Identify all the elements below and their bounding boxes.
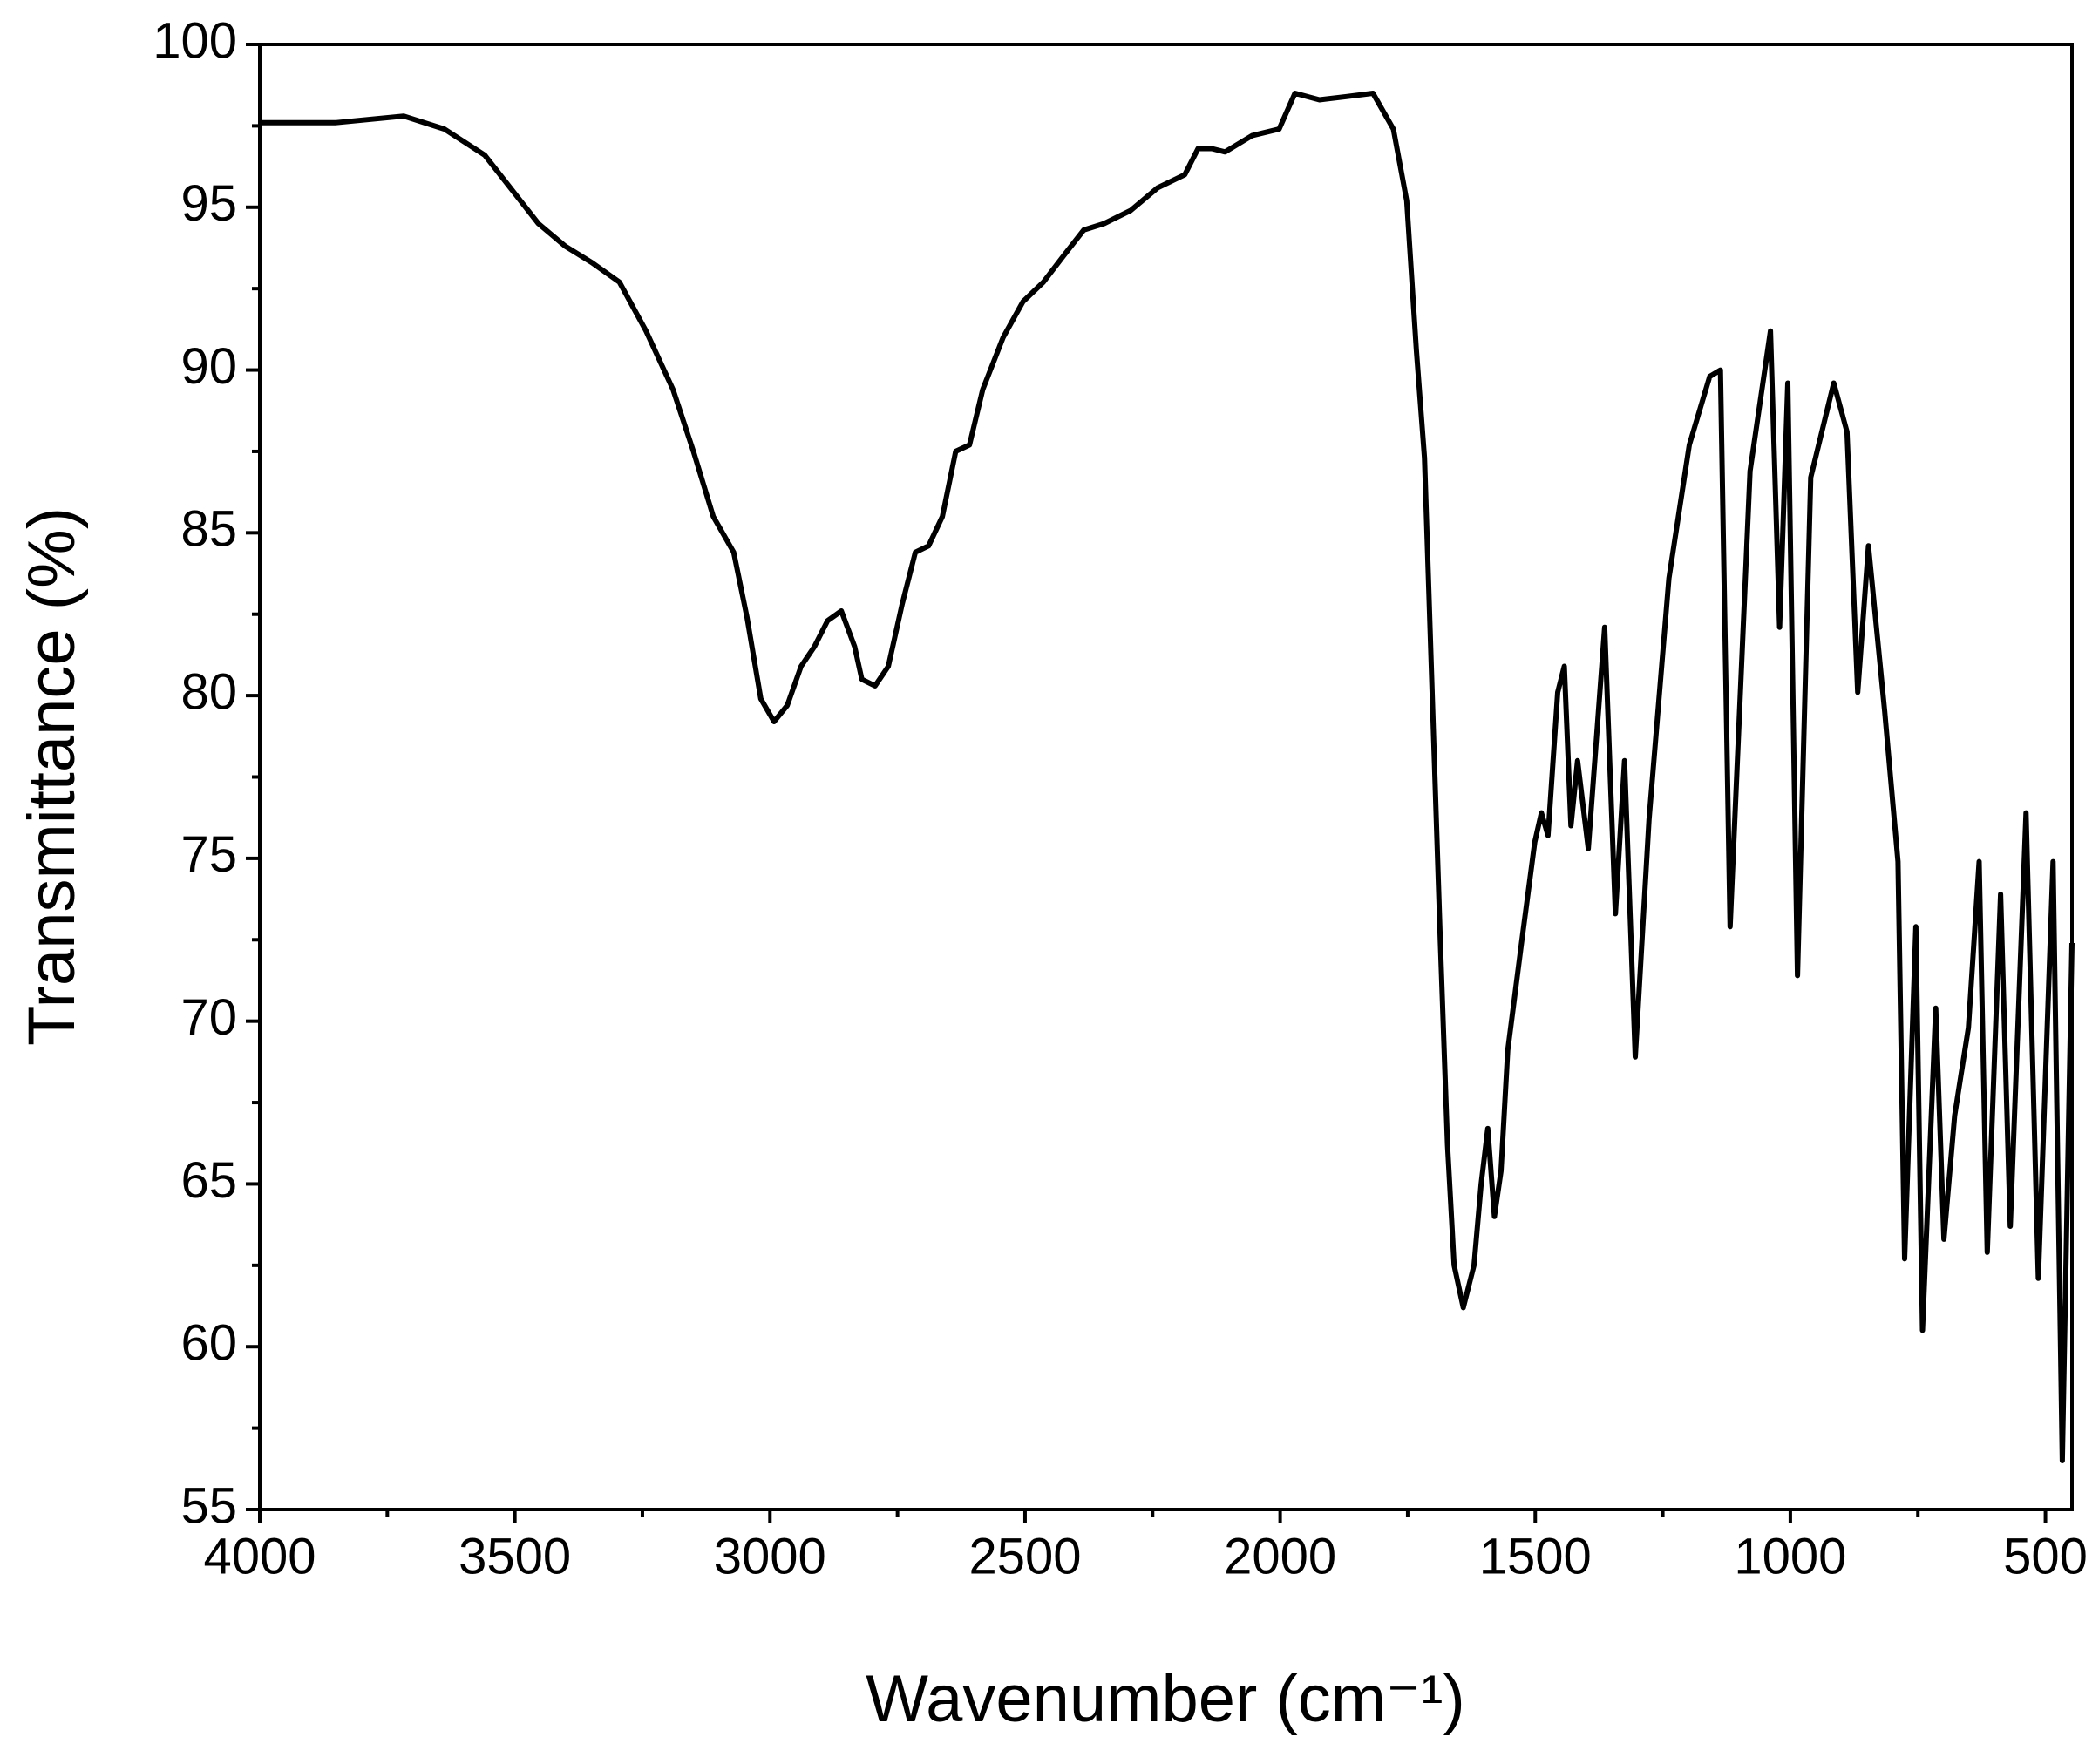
y-tick-label: 85 (180, 501, 237, 558)
y-tick-label: 95 (180, 175, 237, 232)
x-tick-label: 4000 (203, 1528, 316, 1584)
plot-frame (258, 43, 2074, 1511)
x-tick-label: 2500 (968, 1528, 1081, 1584)
x-tick-label: 3500 (459, 1528, 571, 1584)
x-tick-label: 2000 (1224, 1528, 1336, 1584)
y-tick-label: 75 (180, 826, 237, 883)
x-axis-label: Wavenumber (cm⁻¹) (866, 1662, 1465, 1736)
y-tick-label: 80 (180, 663, 237, 720)
y-tick-label: 90 (180, 338, 237, 395)
x-tick-label: 1000 (1734, 1528, 1846, 1584)
spectrum-line (260, 91, 2075, 1463)
y-tick-label: 60 (180, 1315, 237, 1372)
y-tick-label: 70 (180, 989, 237, 1046)
x-tick-label: 1500 (1479, 1528, 1592, 1584)
x-tick-label: 3000 (714, 1528, 826, 1584)
y-tick-label: 100 (153, 12, 237, 69)
y-tick-label: 65 (180, 1152, 237, 1209)
y-axis-label: Transmittance (%) (15, 507, 89, 1046)
x-tick-label: 500 (2003, 1528, 2088, 1584)
y-tick-label: 55 (180, 1477, 237, 1534)
